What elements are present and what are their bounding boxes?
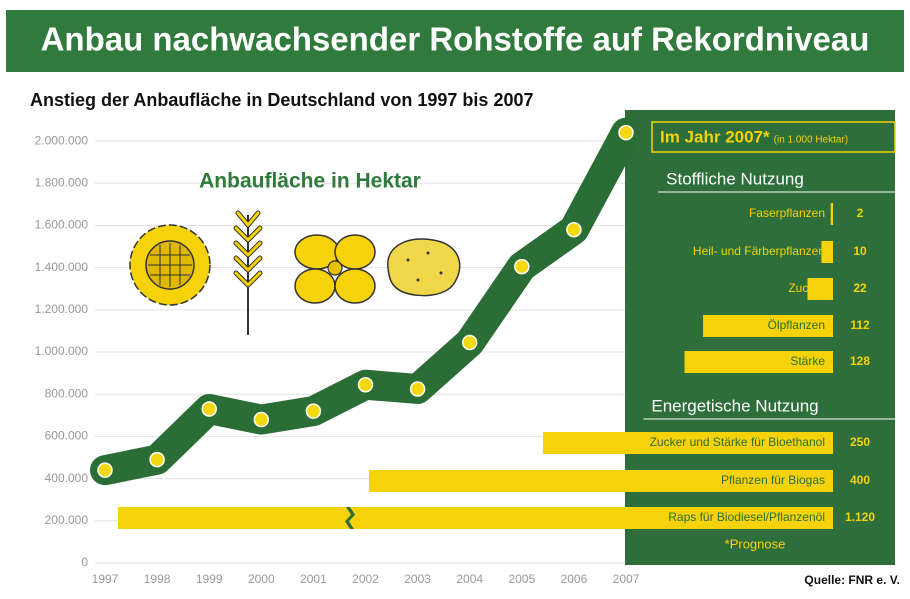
data-point: [567, 223, 581, 237]
data-point: [98, 463, 112, 477]
value-label: 250: [850, 435, 870, 449]
x-tick-label: 2003: [404, 572, 431, 586]
bar-label: Pflanzen für Biogas: [721, 473, 825, 487]
sunflower-icon: [130, 225, 210, 305]
x-tick-label: 2007: [613, 572, 640, 586]
y-tick-label: 0: [81, 555, 88, 569]
potato-icon: [388, 239, 460, 296]
bar-chart-title: Im Jahr 2007*: [660, 127, 770, 146]
data-point: [359, 378, 373, 392]
x-tick-label: 1999: [196, 572, 223, 586]
y-tick-label: 2.000.000: [35, 133, 89, 147]
data-point: [306, 404, 320, 418]
bar-label: Ölpflanzen: [768, 318, 825, 332]
x-tick-label: 2006: [561, 572, 588, 586]
bar: [831, 203, 833, 225]
data-point: [619, 126, 633, 140]
bar-label: Heil- und Färberpflanzen: [693, 244, 825, 258]
main-title: Anbau nachwachsender Rohstoffe auf Rekor…: [41, 21, 870, 58]
group-heading: Stoffliche Nutzung: [666, 169, 804, 188]
x-tick-label: 2004: [456, 572, 483, 586]
bar-label: Raps für Biodiesel/Pflanzenöl: [668, 510, 825, 524]
annotation: Anbaufläche in Hektar: [199, 170, 421, 193]
y-tick-label: 1.600.000: [35, 218, 89, 232]
value-label: 1.120: [845, 510, 875, 524]
bar-label: Stärke: [790, 354, 825, 368]
y-tick-label: 600.000: [45, 429, 89, 443]
group-heading: Energetische Nutzung: [651, 396, 818, 415]
value-label: 22: [853, 281, 867, 295]
footnote: *Prognose: [725, 536, 786, 551]
data-point: [515, 260, 529, 274]
y-tick-label: 1.200.000: [35, 302, 89, 316]
y-tick-label: 400.000: [45, 471, 89, 485]
bar-label: Faserpflanzen: [749, 206, 825, 220]
value-label: 10: [853, 244, 867, 258]
y-tick-label: 1.000.000: [35, 344, 89, 358]
y-tick-label: 800.000: [45, 386, 89, 400]
x-tick-label: 2002: [352, 572, 379, 586]
bar-label: Zucker: [788, 281, 825, 295]
value-label: 400: [850, 473, 870, 487]
bar-label: Zucker und Stärke für Bioethanol: [650, 435, 825, 449]
value-label: 128: [850, 354, 870, 368]
data-point: [411, 382, 425, 396]
source: Quelle: FNR e. V.: [804, 573, 900, 587]
y-tick-label: 200.000: [45, 513, 89, 527]
y-tick-label: 1.800.000: [35, 175, 89, 189]
x-tick-label: 1998: [144, 572, 171, 586]
x-tick-label: 2000: [248, 572, 275, 586]
x-tick-label: 2001: [300, 572, 327, 586]
value-label: 112: [850, 318, 870, 332]
data-point: [463, 336, 477, 350]
value-label: 2: [857, 206, 864, 220]
infographic: Anbau nachwachsender Rohstoffe auf Rekor…: [0, 0, 910, 599]
y-tick-label: 1.400.000: [35, 260, 89, 274]
data-point: [202, 402, 216, 416]
bar-chart-subtitle: (in 1.000 Hektar): [774, 135, 848, 146]
data-point: [254, 413, 268, 427]
chart-subtitle: Anstieg der Anbaufläche in Deutschland v…: [30, 90, 533, 110]
x-tick-label: 1997: [92, 572, 119, 586]
x-tick-label: 2005: [508, 572, 535, 586]
data-point: [150, 453, 164, 467]
